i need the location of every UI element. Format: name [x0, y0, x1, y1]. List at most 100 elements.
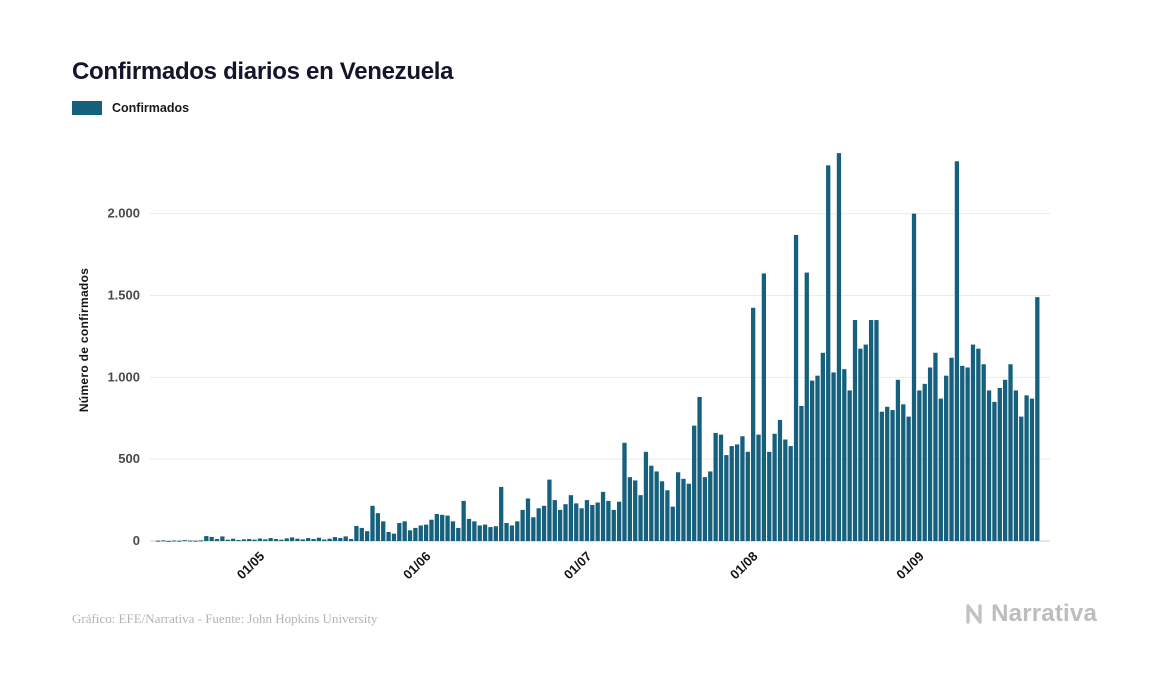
- bar: [177, 540, 182, 542]
- bar: [777, 419, 783, 541]
- bar: [466, 518, 472, 541]
- bar: [332, 537, 338, 541]
- bar: [938, 398, 943, 541]
- bar: [1003, 379, 1008, 541]
- page-title: Confirmados diarios en Venezuela: [72, 58, 454, 86]
- bar: [343, 536, 348, 541]
- x-axis-tick-label: 01/05: [234, 549, 268, 583]
- bar: [675, 472, 681, 541]
- bar: [1019, 416, 1024, 541]
- bar: [901, 404, 906, 541]
- bar: [284, 538, 289, 541]
- bar: [418, 525, 423, 541]
- bar: [756, 434, 761, 541]
- bar: [359, 527, 364, 541]
- bar: [944, 375, 949, 541]
- bar: [252, 539, 257, 541]
- bar: [306, 538, 311, 541]
- bar: [976, 348, 981, 541]
- bar: [595, 502, 600, 541]
- bar: [868, 320, 874, 541]
- bar: [456, 527, 461, 541]
- bar: [450, 521, 456, 541]
- bar: [509, 525, 515, 541]
- brand-logo: Narrativa: [963, 600, 1097, 628]
- bar: [600, 491, 606, 541]
- bar: [836, 153, 842, 541]
- bar: [965, 367, 970, 541]
- y-axis-tick-label: 500: [118, 451, 140, 466]
- bar: [182, 540, 187, 542]
- bar: [852, 320, 858, 541]
- bar: [155, 540, 161, 542]
- bar: [171, 540, 177, 542]
- bar: [257, 538, 263, 541]
- bar: [499, 486, 504, 541]
- bar: [986, 390, 992, 541]
- bar: [225, 539, 230, 541]
- bar: [906, 416, 911, 541]
- bar: [793, 234, 799, 542]
- bar: [611, 509, 616, 541]
- bar: [954, 161, 960, 541]
- bar: [767, 451, 772, 541]
- bar: [697, 396, 702, 541]
- bar: [847, 390, 852, 541]
- bar: [193, 540, 198, 542]
- bar: [643, 451, 649, 541]
- bar: [547, 479, 552, 541]
- bar: [161, 540, 166, 542]
- bar: [933, 352, 938, 541]
- bar: [574, 503, 579, 541]
- bar: [263, 539, 268, 541]
- bar: [338, 538, 343, 541]
- bar: [327, 538, 332, 541]
- bar: [702, 477, 708, 541]
- bar: [541, 505, 547, 541]
- bar: [188, 540, 193, 542]
- bar: [311, 539, 316, 541]
- bar: [1024, 395, 1029, 541]
- bar: [911, 213, 917, 541]
- bar: [273, 539, 279, 541]
- y-axis-tick-labels: 0 500 1.000 1.500 2.000: [107, 206, 140, 548]
- bar: [724, 455, 729, 541]
- x-axis-tick-label: 01/06: [400, 549, 434, 583]
- legend-swatch: [72, 101, 102, 115]
- bar: [654, 471, 659, 541]
- bar: [440, 514, 445, 541]
- bar: [493, 526, 498, 541]
- bar: [858, 348, 863, 541]
- y-axis-tick-label: 1.500: [107, 287, 140, 302]
- bar: [386, 531, 391, 541]
- bar: [713, 432, 718, 541]
- bar: [445, 515, 450, 541]
- bar: [461, 500, 466, 541]
- legend-label: Confirmados: [112, 101, 190, 115]
- bar: [670, 506, 675, 541]
- bar: [922, 383, 927, 541]
- bar: [804, 272, 809, 541]
- bar: [649, 465, 654, 541]
- bar: [842, 369, 847, 541]
- bar: [879, 411, 884, 541]
- bar: [1013, 390, 1019, 541]
- bar: [563, 504, 568, 541]
- bar: [820, 352, 826, 541]
- gridlines: [150, 213, 1050, 542]
- bar: [429, 519, 434, 541]
- bar: [354, 525, 359, 541]
- bar: [434, 513, 439, 541]
- legend: Confirmados: [72, 101, 189, 115]
- bar: [381, 521, 386, 541]
- bar: [692, 425, 697, 541]
- bar: [423, 524, 429, 541]
- bar: [375, 513, 381, 541]
- bar: [525, 498, 531, 541]
- bar: [772, 433, 777, 541]
- bar: [295, 538, 300, 541]
- bar: [799, 405, 804, 541]
- bar: [729, 446, 734, 541]
- bar: [316, 537, 322, 541]
- bar: [665, 490, 670, 541]
